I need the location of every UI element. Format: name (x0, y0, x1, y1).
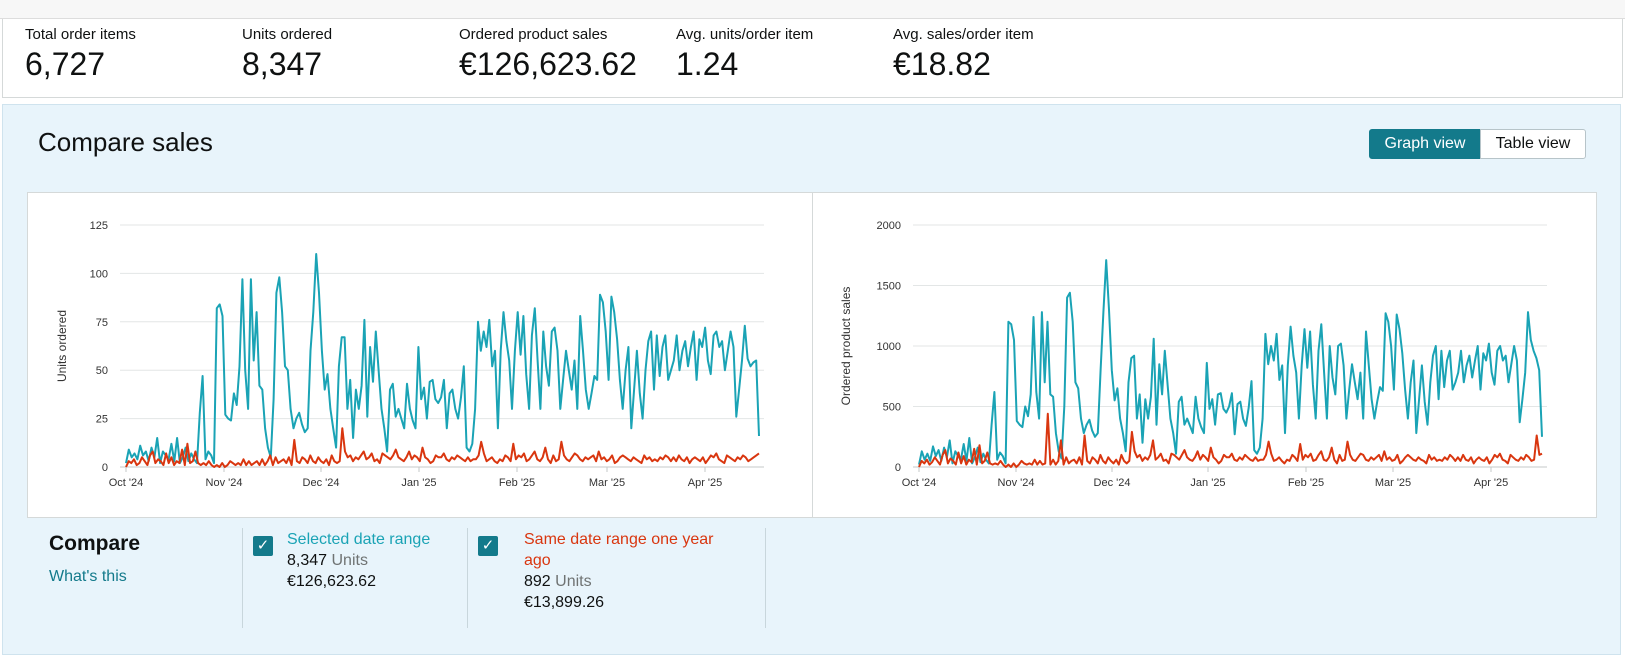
y-tick-label: 1500 (877, 281, 901, 293)
y-axis-label: Ordered product sales (839, 287, 853, 406)
x-tick-label: Mar '25 (589, 477, 625, 489)
metric-label: Avg. sales/order item (893, 26, 1034, 43)
y-tick-label: 125 (90, 220, 108, 232)
legend-sales: €126,623.62 (287, 573, 376, 590)
units-value: 892 (524, 573, 551, 590)
legend-divider (467, 528, 468, 628)
units-word: Units (555, 573, 592, 590)
y-tick-label: 25 (96, 414, 108, 426)
table-view-button[interactable]: Table view (1480, 129, 1586, 159)
compare-sales-panel: Compare sales Graph view Table view 0 25 5… (2, 104, 1621, 655)
metric-value: 8,347 (242, 46, 323, 82)
x-tick-label: Nov '24 (998, 477, 1035, 489)
prior-year-checkbox[interactable]: ✓ (478, 536, 498, 556)
x-tick-label: Feb '25 (499, 477, 535, 489)
legend-divider (765, 528, 766, 628)
selected-range-checkbox[interactable]: ✓ (253, 536, 273, 556)
metric-avg-sales-per-order-item: Avg. sales/order item €18.82 (893, 26, 1034, 83)
metric-label: Total order items (25, 26, 136, 43)
y-tick-label: 2000 (877, 220, 901, 232)
compare-title: Compare (49, 532, 141, 555)
x-tick-label: Feb '25 (1288, 477, 1324, 489)
metrics-bar: Total order items 6,727 Units ordered 8,… (2, 19, 1623, 98)
metric-label: Units ordered (242, 26, 333, 43)
metric-value: €126,623.62 (459, 46, 637, 82)
chart-divider (812, 193, 813, 517)
x-tick-label: Apr '25 (688, 477, 723, 489)
ordered-product-sales-chart: 0 500 1000 1500 2000 Oct '24 Nov '24 Dec '24 Jan… (839, 220, 1547, 489)
legend-sales: €13,899.26 (524, 594, 605, 611)
metric-label: Avg. units/order item (676, 26, 814, 43)
y-tick-label: 500 (883, 402, 901, 414)
metric-label: Ordered product sales (459, 26, 608, 43)
graph-view-button[interactable]: Graph view (1369, 129, 1481, 159)
units-ordered-chart: 0 25 50 75 100 125 Oct '24 Nov '24 Dec '24 Jan '2… (55, 220, 764, 489)
charts-container: 0 25 50 75 100 125 Oct '24 Nov '24 Dec '24 Jan '2… (27, 192, 1597, 518)
x-tick-label: Apr '25 (1474, 477, 1509, 489)
metric-avg-units-per-order-item: Avg. units/order item 1.24 (676, 26, 813, 83)
y-tick-label: 75 (96, 317, 108, 329)
legend-units: 8,347 Units (287, 550, 457, 571)
top-strip (0, 0, 1625, 19)
x-tick-label: Nov '24 (206, 477, 243, 489)
y-tick-label: 1000 (877, 341, 901, 353)
metric-total-order-items: Total order items 6,727 (25, 26, 136, 83)
x-tick-label: Oct '24 (902, 477, 937, 489)
y-tick-label: 0 (102, 462, 108, 474)
x-tick-label: Dec '24 (303, 477, 340, 489)
metric-value: 6,727 (25, 46, 106, 82)
series-line-selected-range (125, 253, 760, 465)
legend-label: Same date range one year ago (524, 531, 714, 569)
legend-divider (242, 528, 243, 628)
series-line-selected-range (918, 259, 1543, 465)
units-word: Units (331, 552, 368, 569)
x-tick-label: Dec '24 (1094, 477, 1131, 489)
legend-label: Selected date range (287, 531, 431, 548)
legend-selected-range: Selected date range 8,347 Units €126,623… (287, 529, 457, 592)
metric-value: 1.24 (676, 46, 739, 82)
x-tick-label: Jan '25 (1190, 477, 1225, 489)
panel-title: Compare sales (38, 127, 213, 157)
whats-this-link[interactable]: What's this (49, 568, 127, 585)
series-line-prior-year (125, 427, 760, 468)
y-tick-label: 0 (895, 462, 901, 474)
metric-ordered-product-sales: Ordered product sales €126,623.62 (459, 26, 637, 83)
metric-units-ordered: Units ordered 8,347 (242, 26, 332, 83)
legend-prior-year: Same date range one year ago 892 Units €… (524, 529, 724, 613)
x-tick-label: Mar '25 (1375, 477, 1411, 489)
units-value: 8,347 (287, 552, 328, 569)
y-tick-label: 100 (90, 268, 108, 280)
metric-value: €18.82 (893, 46, 991, 82)
y-tick-label: 50 (96, 365, 108, 377)
legend-units: 892 Units (524, 571, 724, 592)
y-axis-label: Units ordered (55, 310, 69, 382)
series-line-prior-year (918, 412, 1543, 468)
x-tick-label: Jan '25 (401, 477, 436, 489)
x-tick-label: Oct '24 (109, 477, 144, 489)
